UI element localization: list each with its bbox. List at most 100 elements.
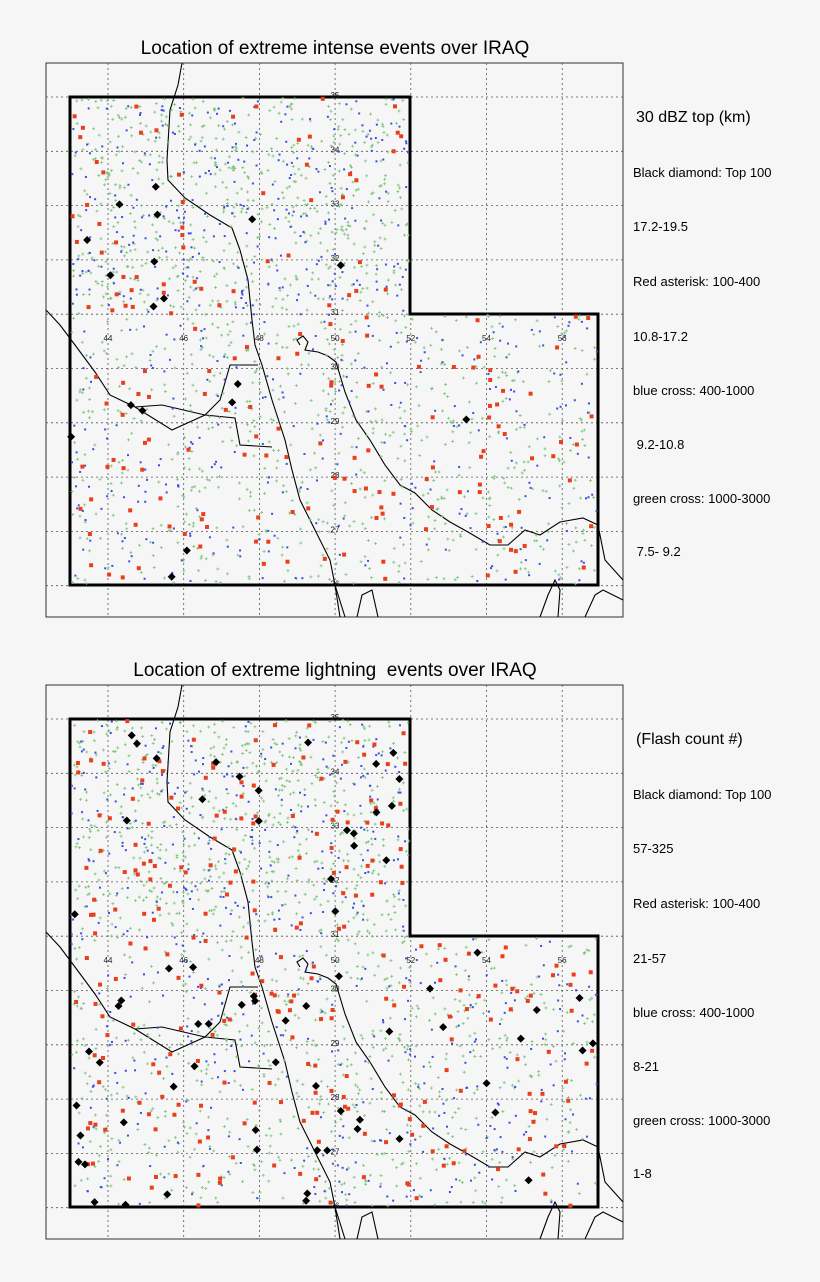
green-cross-marker bbox=[352, 193, 356, 197]
green-cross-marker bbox=[338, 380, 342, 384]
green-cross-marker bbox=[286, 816, 290, 820]
green-cross-marker bbox=[335, 227, 339, 231]
green-cross-marker bbox=[72, 269, 76, 273]
blue-cross-marker bbox=[139, 288, 142, 291]
green-cross-marker bbox=[298, 490, 302, 494]
green-cross-marker bbox=[455, 575, 459, 579]
green-cross-marker bbox=[321, 389, 325, 393]
green-cross-marker bbox=[454, 952, 458, 956]
green-cross-marker bbox=[196, 569, 200, 573]
blue-cross-marker bbox=[240, 291, 243, 294]
green-cross-marker bbox=[562, 460, 566, 464]
blue-cross-marker bbox=[280, 120, 283, 123]
green-cross-marker bbox=[340, 353, 344, 357]
blue-cross-marker bbox=[312, 348, 315, 351]
green-cross-marker bbox=[327, 377, 331, 381]
blue-cross-marker bbox=[274, 237, 277, 240]
green-cross-marker bbox=[291, 205, 295, 209]
green-cross-marker bbox=[267, 153, 271, 157]
black-diamond-marker bbox=[138, 406, 147, 415]
green-cross-marker bbox=[411, 521, 415, 525]
blue-cross-marker bbox=[345, 375, 348, 378]
red-asterisk-marker bbox=[261, 191, 266, 196]
green-cross-marker bbox=[84, 376, 88, 380]
green-cross-marker bbox=[256, 212, 260, 216]
green-cross-marker bbox=[203, 486, 207, 490]
blue-cross-marker bbox=[481, 540, 484, 543]
blue-cross-marker bbox=[220, 466, 223, 469]
legend-item: Black diamond: Top 100 bbox=[633, 165, 772, 180]
green-cross-marker bbox=[325, 547, 329, 551]
blue-cross-marker bbox=[370, 149, 373, 152]
blue-cross-marker bbox=[218, 222, 221, 225]
green-cross-marker bbox=[255, 298, 259, 302]
green-cross-marker bbox=[148, 358, 152, 362]
blue-cross-marker bbox=[488, 387, 491, 390]
blue-cross-marker bbox=[587, 496, 590, 499]
green-cross-marker bbox=[361, 286, 365, 290]
green-cross-marker bbox=[87, 386, 91, 390]
blue-cross-marker bbox=[165, 491, 168, 494]
black-diamond-marker bbox=[336, 261, 345, 270]
green-cross-marker bbox=[221, 180, 225, 184]
green-cross-marker bbox=[144, 124, 148, 128]
blue-cross-marker bbox=[345, 103, 348, 106]
green-cross-marker bbox=[451, 430, 455, 434]
green-cross-marker bbox=[342, 374, 346, 378]
green-cross-marker bbox=[292, 143, 296, 147]
green-cross-marker bbox=[512, 466, 516, 470]
green-cross-marker bbox=[323, 167, 327, 171]
blue-cross-marker bbox=[209, 173, 212, 176]
blue-cross-marker bbox=[578, 579, 581, 582]
blue-cross-marker bbox=[80, 229, 83, 232]
green-cross-marker bbox=[315, 209, 319, 213]
green-cross-marker bbox=[120, 546, 124, 550]
red-asterisk-marker bbox=[559, 440, 564, 445]
green-cross-marker bbox=[325, 338, 329, 342]
green-cross-marker bbox=[293, 97, 297, 101]
blue-cross-marker bbox=[270, 258, 273, 261]
green-cross-marker bbox=[219, 581, 223, 585]
blue-cross-marker bbox=[251, 304, 254, 307]
red-asterisk-marker bbox=[130, 304, 135, 309]
green-cross-marker bbox=[124, 107, 128, 111]
blue-cross-marker bbox=[261, 442, 264, 445]
blue-cross-marker bbox=[213, 157, 216, 160]
red-asterisk-marker bbox=[86, 305, 91, 310]
green-cross-marker bbox=[451, 419, 455, 423]
red-asterisk-marker bbox=[327, 303, 332, 308]
blue-cross-marker bbox=[567, 324, 570, 327]
red-asterisk-marker bbox=[111, 457, 116, 462]
blue-cross-marker bbox=[314, 294, 317, 297]
green-cross-marker bbox=[241, 96, 245, 100]
green-cross-marker bbox=[283, 277, 287, 281]
green-cross-marker bbox=[174, 246, 178, 250]
red-asterisk-marker bbox=[573, 314, 578, 319]
blue-cross-marker bbox=[434, 409, 437, 412]
green-cross-marker bbox=[111, 513, 115, 517]
green-cross-marker bbox=[225, 198, 229, 202]
green-cross-marker bbox=[106, 98, 110, 102]
green-cross-marker bbox=[380, 440, 384, 444]
green-cross-marker bbox=[202, 258, 206, 262]
red-asterisk-marker bbox=[567, 478, 572, 483]
red-asterisk-marker bbox=[365, 333, 370, 338]
red-asterisk-marker bbox=[78, 135, 83, 140]
green-cross-marker bbox=[294, 337, 298, 341]
black-diamond-marker bbox=[67, 432, 76, 441]
blue-cross-marker bbox=[358, 283, 361, 286]
green-cross-marker bbox=[151, 223, 155, 227]
green-cross-marker bbox=[77, 254, 81, 258]
green-cross-marker bbox=[373, 243, 377, 247]
legend-heading: 30 dBZ top (km) bbox=[636, 109, 751, 126]
green-cross-marker bbox=[191, 383, 195, 387]
green-cross-marker bbox=[75, 122, 79, 126]
blue-cross-marker bbox=[75, 293, 78, 296]
green-cross-marker bbox=[270, 202, 274, 206]
green-cross-marker bbox=[365, 263, 369, 267]
lat-tick-label: 26 bbox=[331, 1202, 340, 1211]
green-cross-marker bbox=[191, 275, 195, 279]
green-cross-marker bbox=[126, 876, 130, 880]
green-cross-marker bbox=[258, 415, 262, 419]
green-cross-marker bbox=[342, 232, 346, 236]
